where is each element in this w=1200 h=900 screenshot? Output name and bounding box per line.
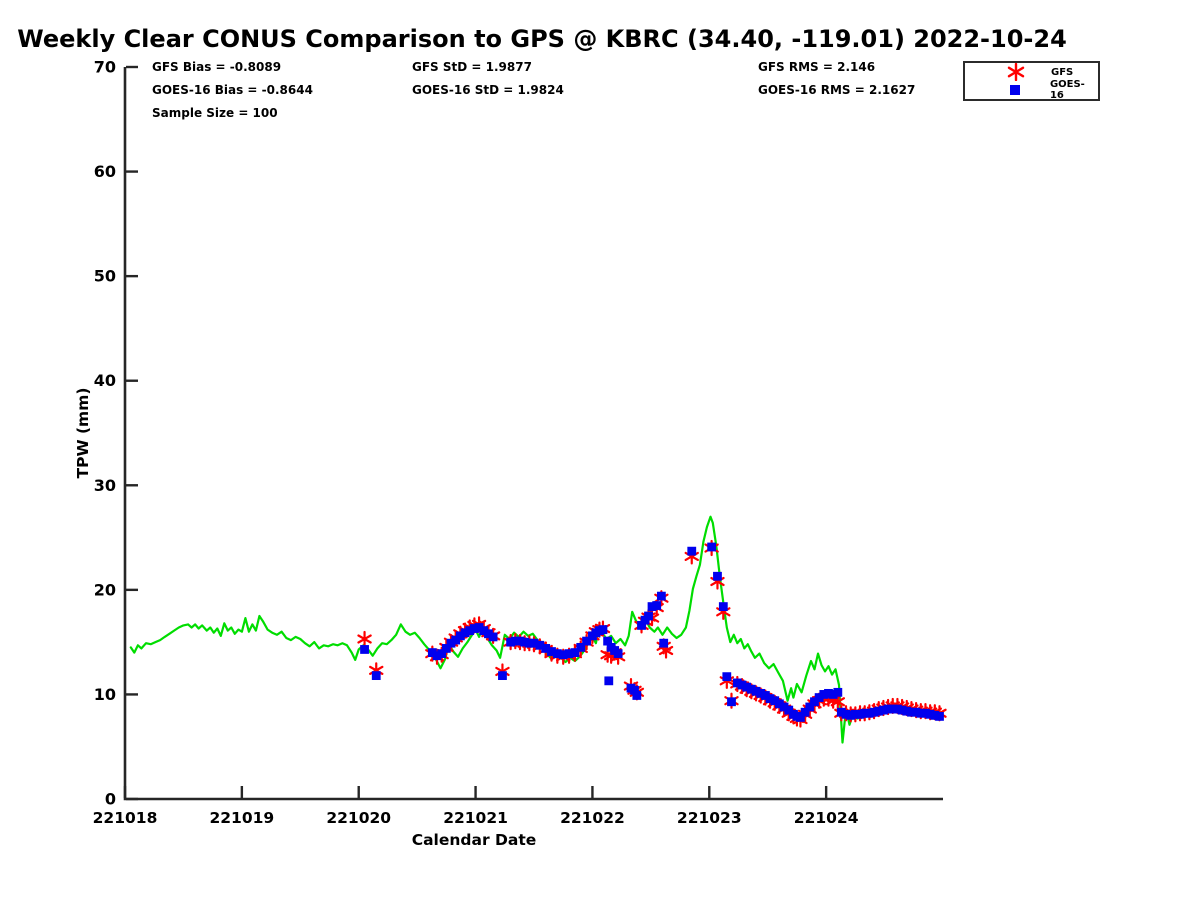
gps-line — [129, 515, 942, 744]
y-tick-label: 30 — [94, 476, 116, 495]
x-tick-label: 221022 — [560, 809, 625, 827]
y-tick-label: 0 — [105, 790, 116, 809]
y-axis-ticks: 0 10 20 30 40 50 60 70 — [94, 58, 138, 809]
x-tick-label: 221021 — [443, 809, 508, 827]
y-axis-label: TPW (mm) — [74, 388, 92, 479]
stats-column-rms: GFS RMS = 2.146 GOES-16 RMS = 2.1627 — [758, 56, 915, 102]
y-tick-label: 50 — [94, 267, 116, 286]
legend-label-gfs: GFS — [1051, 66, 1074, 78]
legend: GFS GOES-16 — [963, 61, 1100, 101]
chart-title: Weekly Clear CONUS Comparison to GPS @ K… — [17, 25, 1067, 53]
legend-label-goes16: GOES-16 — [1049, 79, 1085, 101]
axis-labels: Calendar Date TPW (mm) — [74, 388, 536, 849]
x-axis-label: Calendar Date — [412, 831, 537, 849]
goes16-bias-text: GOES-16 Bias = -0.8644 — [152, 83, 313, 97]
legend-row-goes16: GOES-16 — [965, 79, 1098, 101]
axes — [123, 67, 943, 801]
sample-size-text: Sample Size = 100 — [152, 106, 278, 120]
x-tick-label: 221020 — [326, 809, 391, 827]
y-tick-label: 40 — [94, 371, 116, 390]
x-axis-ticks: 221018 221019 221020 221021 221022 221023 2210… — [93, 786, 859, 827]
x-tick-label: 221019 — [209, 809, 274, 827]
goes16-rms-text: GOES-16 RMS = 2.1627 — [758, 83, 916, 97]
y-tick-label: 60 — [94, 162, 116, 181]
gfs-rms-text: GFS RMS = 2.146 — [758, 60, 876, 74]
asterisk-icon — [981, 63, 1051, 81]
gfs-markers — [357, 539, 947, 728]
square-icon — [981, 83, 1050, 97]
goes16-std-text: GOES-16 StD = 1.9824 — [412, 83, 564, 97]
goes16-markers — [360, 542, 944, 722]
stats-column-bias: GFS Bias = -0.8089 GOES-16 Bias = -0.864… — [152, 56, 313, 125]
y-tick-label: 70 — [94, 58, 116, 77]
x-tick-label: 221018 — [93, 809, 158, 827]
y-tick-label: 10 — [94, 685, 116, 704]
legend-row-gfs: GFS — [965, 63, 1098, 81]
gfs-std-text: GFS StD = 1.9877 — [412, 60, 532, 74]
stats-column-std: GFS StD = 1.9877 GOES-16 StD = 1.9824 — [412, 56, 564, 102]
x-tick-label: 221023 — [677, 809, 742, 827]
x-tick-label: 221024 — [794, 809, 859, 827]
gfs-bias-text: GFS Bias = -0.8089 — [152, 60, 282, 74]
y-tick-label: 20 — [94, 580, 116, 599]
